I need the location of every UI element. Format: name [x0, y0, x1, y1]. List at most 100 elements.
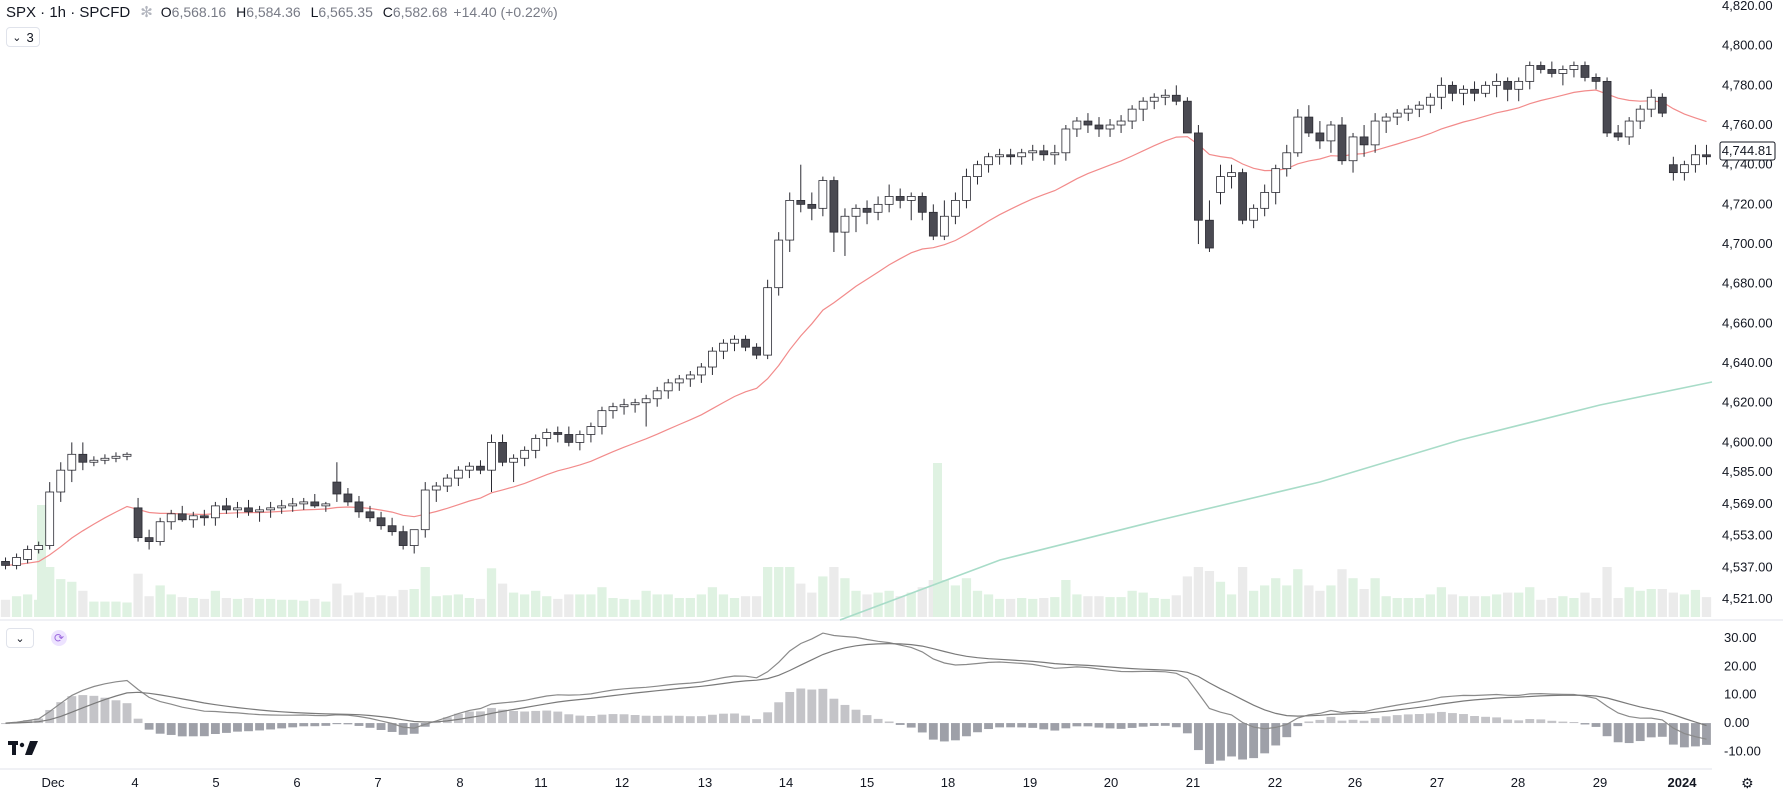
volume-bar: [1293, 569, 1303, 617]
candle-body: [288, 503, 298, 507]
time-tick-label: 26: [1348, 775, 1362, 790]
macd-histogram-bar: [1271, 723, 1281, 746]
volume-bar: [939, 580, 950, 617]
candle-body: [962, 176, 971, 201]
volume-bar: [1469, 596, 1480, 617]
snowflake-icon[interactable]: ✻: [140, 4, 153, 21]
volume-bar: [78, 590, 88, 617]
macd-histogram-bar: [1193, 723, 1203, 751]
volume-bar: [56, 579, 66, 617]
candle-body: [1, 561, 10, 566]
candle-body: [12, 557, 21, 566]
candle-body: [752, 346, 761, 356]
macd-histogram-bar: [1569, 722, 1579, 724]
symbol-title[interactable]: SPX · 1h · SPCFD: [6, 3, 131, 21]
price-tick-label: 4,521.00: [1722, 591, 1773, 606]
volume-bar: [1381, 596, 1391, 617]
macd-pane-toggle[interactable]: ⌄: [6, 628, 34, 648]
candle-body: [222, 505, 231, 511]
macd-histogram-bar: [199, 723, 209, 737]
macd-histogram-bar: [1657, 723, 1667, 737]
macd-histogram-bar: [222, 723, 231, 733]
candle-body: [310, 501, 320, 507]
volume-bar: [1315, 590, 1325, 617]
macd-line: [5, 632, 1707, 740]
candle-body: [365, 511, 375, 519]
macd-histogram-bar: [1602, 723, 1612, 737]
macd-histogram-bar: [387, 723, 397, 732]
candle-body: [133, 507, 143, 539]
macd-histogram-bar: [1061, 723, 1071, 729]
macd-histogram-bar: [188, 723, 198, 737]
volume-bar: [1635, 590, 1645, 617]
settings-gear-icon[interactable]: ⚙: [1741, 775, 1754, 791]
volume-bar: [520, 594, 530, 617]
volume-bar: [1304, 585, 1314, 617]
candle-body: [67, 453, 77, 471]
volume-bar: [409, 589, 419, 617]
candle-body: [1205, 219, 1214, 249]
macd-histogram-bar: [674, 715, 684, 724]
macd-histogram-bar: [917, 723, 927, 733]
volume-bar: [608, 598, 618, 617]
candle-body: [1171, 94, 1181, 102]
candle-body: [1116, 120, 1126, 126]
macd-histogram-bar: [288, 723, 298, 728]
volume-bar: [1337, 569, 1347, 617]
volume-bar: [553, 598, 563, 617]
candle-body: [1691, 154, 1700, 166]
candle-body: [465, 465, 474, 471]
volume-bar: [685, 598, 695, 617]
macd-histogram-bar: [906, 723, 916, 728]
time-tick-label: 4: [131, 775, 138, 790]
candle-body: [1293, 116, 1303, 154]
time-tick-label: 7: [374, 775, 381, 790]
volume-bar: [1613, 598, 1623, 617]
macd-histogram-bar: [1547, 720, 1557, 724]
price-tick-label: 4,620.00: [1722, 395, 1773, 410]
candle-body: [266, 507, 275, 511]
macd-histogram-bar: [1028, 723, 1038, 728]
candle-body: [1149, 96, 1159, 102]
volume-bar: [442, 595, 452, 617]
price-tick-label: 4,553.00: [1722, 528, 1773, 543]
indicator-count: 3: [26, 29, 34, 45]
candle-body: [1216, 176, 1225, 193]
candle-body: [719, 342, 728, 352]
macd-histogram-bar: [476, 711, 485, 724]
candle-body: [1448, 84, 1457, 94]
volume-bar: [1105, 597, 1115, 617]
volume-bar: [619, 598, 629, 617]
macd-histogram-bar: [1591, 723, 1601, 727]
macd-histogram-bar: [354, 723, 364, 726]
macd-histogram-bar: [619, 714, 629, 724]
volume-bar: [1039, 598, 1049, 617]
time-tick-label: 12: [615, 775, 629, 790]
macd-histogram-bar: [1536, 719, 1546, 724]
candle-body: [343, 493, 353, 503]
indicators-toggle[interactable]: ⌄ 3: [6, 27, 40, 47]
candle-body: [1249, 207, 1259, 221]
time-axis[interactable]: Dec 4 5 6 7 8 11 12 13 14 15 18 19 20 21 22 26 27 28 29 2024: [41, 775, 1697, 790]
macd-histogram-bar: [741, 715, 750, 724]
macd-histogram-bar: [78, 695, 88, 724]
candle-body: [1646, 96, 1656, 110]
volume-bar: [531, 590, 541, 617]
tradingview-logo-icon[interactable]: [8, 741, 38, 755]
candle-body: [476, 465, 485, 471]
macd-histogram-bar: [1436, 711, 1446, 724]
price-tick-label: 4,780.00: [1722, 77, 1773, 92]
price-axis[interactable]: 4,820.004,800.004,780.004,760.004,740.00…: [1722, 0, 1773, 758]
volume-bar: [288, 599, 298, 617]
volume-bar: [1690, 589, 1701, 617]
volume-bar: [1248, 590, 1259, 617]
candle-body: [708, 350, 717, 368]
macd-histogram-bar: [1149, 723, 1159, 726]
refresh-icon[interactable]: ⟳: [51, 630, 67, 646]
price-tick-label: 4,720.00: [1722, 196, 1773, 211]
volume-bar: [1050, 597, 1060, 617]
macd-histogram-bar: [1304, 721, 1314, 724]
macd-histogram-bar: [774, 702, 784, 724]
candle-body: [1359, 136, 1369, 146]
